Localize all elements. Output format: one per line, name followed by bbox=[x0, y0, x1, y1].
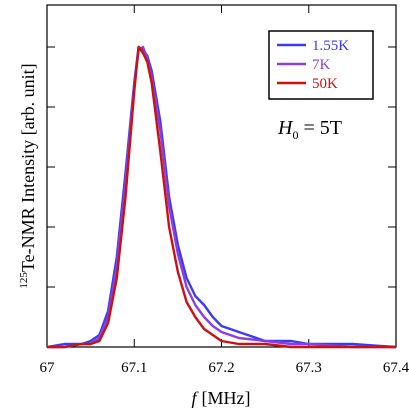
x-tick-label: 67.1 bbox=[121, 360, 147, 376]
legend-label: 7K bbox=[312, 57, 331, 73]
x-tick-label: 67 bbox=[40, 360, 56, 376]
series-line-50K bbox=[47, 45, 396, 349]
axis-ticks bbox=[47, 5, 396, 347]
series-line-1.55K bbox=[46, 45, 397, 349]
series-lines bbox=[46, 45, 397, 349]
legend-label: 1.55K bbox=[312, 38, 349, 54]
x-axis-title: f [MHz] bbox=[192, 388, 251, 408]
y-axis-title-group: 125Te-NMR Intensity [arb. unit] bbox=[18, 63, 38, 288]
x-tick-labels: 67 67.1 67.2 67.3 67.4 bbox=[40, 360, 409, 376]
field-annotation: H0 = 5T bbox=[277, 117, 342, 142]
x-tick-label: 67.3 bbox=[296, 360, 322, 376]
legend: 1.55K 7K 50K bbox=[268, 30, 374, 100]
x-tick-label: 67.4 bbox=[383, 360, 409, 376]
y-axis-title: 125Te-NMR Intensity [arb. unit] bbox=[18, 63, 38, 288]
x-tick-label: 67.2 bbox=[208, 360, 234, 376]
legend-items: 1.55K 7K 50K bbox=[277, 38, 349, 92]
series-line-7K bbox=[47, 45, 396, 349]
legend-label: 50K bbox=[312, 76, 338, 92]
